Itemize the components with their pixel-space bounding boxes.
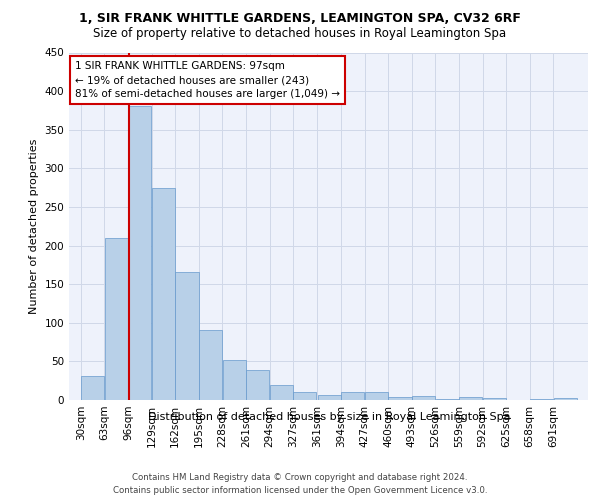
Text: 1, SIR FRANK WHITTLE GARDENS, LEAMINGTON SPA, CV32 6RF: 1, SIR FRANK WHITTLE GARDENS, LEAMINGTON…: [79, 12, 521, 26]
Bar: [459, 397, 482, 400]
Text: Distribution of detached houses by size in Royal Leamington Spa: Distribution of detached houses by size …: [148, 412, 510, 422]
Bar: [554, 398, 577, 400]
Bar: [530, 399, 553, 400]
Bar: [223, 360, 246, 400]
Text: Size of property relative to detached houses in Royal Leamington Spa: Size of property relative to detached ho…: [94, 28, 506, 40]
Text: 1 SIR FRANK WHITTLE GARDENS: 97sqm
← 19% of detached houses are smaller (243)
81: 1 SIR FRANK WHITTLE GARDENS: 97sqm ← 19%…: [75, 61, 340, 99]
Bar: [293, 392, 316, 400]
Bar: [270, 384, 293, 400]
Bar: [81, 376, 104, 400]
Bar: [365, 392, 388, 400]
Bar: [317, 396, 341, 400]
Bar: [152, 188, 175, 400]
Bar: [199, 330, 222, 400]
Bar: [104, 238, 128, 400]
Bar: [483, 398, 506, 400]
Bar: [388, 397, 412, 400]
Bar: [436, 399, 459, 400]
Bar: [412, 396, 435, 400]
Text: Contains HM Land Registry data © Crown copyright and database right 2024.
Contai: Contains HM Land Registry data © Crown c…: [113, 474, 487, 495]
Bar: [246, 370, 269, 400]
Bar: [128, 106, 151, 400]
Y-axis label: Number of detached properties: Number of detached properties: [29, 138, 39, 314]
Bar: [341, 392, 364, 400]
Bar: [175, 272, 199, 400]
